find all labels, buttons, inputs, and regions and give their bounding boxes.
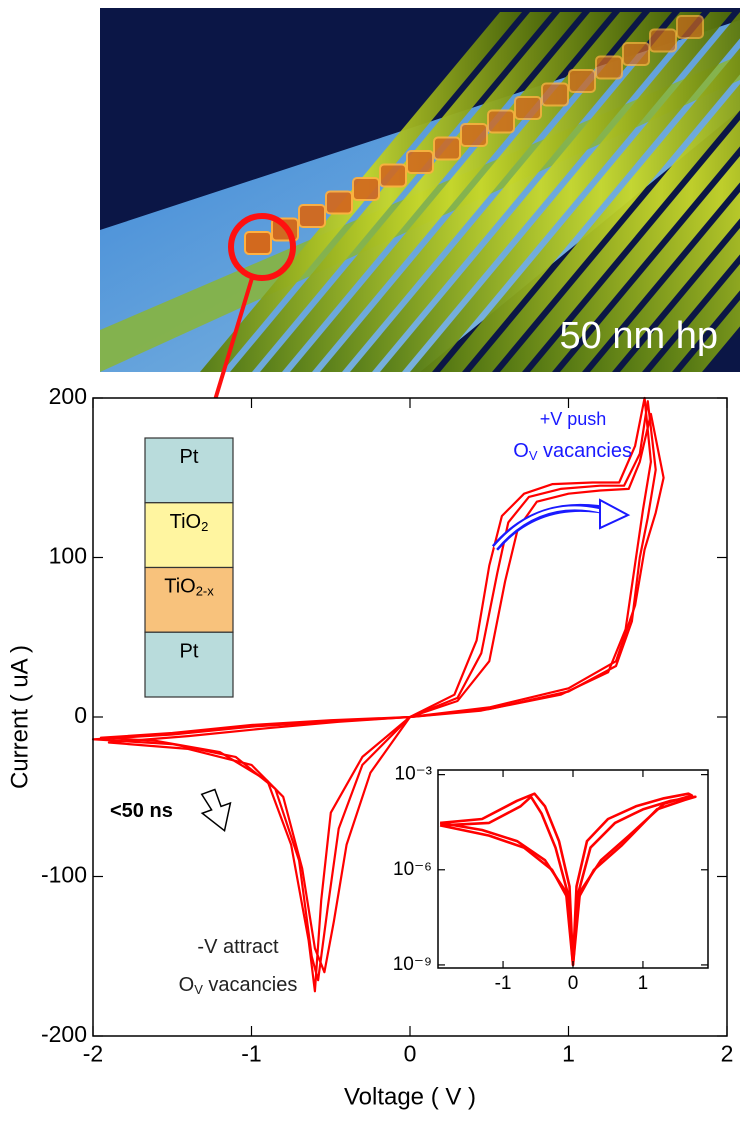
annotation-text: vacancies [538,440,633,462]
annotation-text: O [513,440,529,462]
x-tick-label: -1 [241,1041,261,1067]
y-tick-label: 200 [49,383,87,409]
y-tick-label: 10⁻⁶ [393,859,432,880]
y-tick-label: 100 [49,543,87,569]
layer-subscript: 2 [201,519,208,534]
x-tick-label: 1 [638,973,649,994]
y-tick-label: 10⁻³ [395,764,433,785]
device-cell [596,57,622,79]
device-cell [677,16,703,38]
layer-name: Pt [180,446,199,468]
device-cell [515,97,541,119]
x-tick-label: 1 [562,1041,575,1067]
figure: 50 nm hp -2-1012-200-1000100200Voltage (… [0,0,740,1117]
annotation-text: <50 ns [110,800,173,822]
layer-name: TiO [170,511,201,533]
x-tick-label: 0 [404,1041,417,1067]
layer-subscript: 2-x [196,584,215,599]
device-cell [569,70,595,92]
x-tick-label: 2 [721,1041,734,1067]
device-cell [326,192,352,214]
device-cell [299,205,325,227]
x-axis-label: Voltage ( V ) [344,1083,476,1110]
y-tick-label: 10⁻⁹ [393,954,432,975]
image-caption: 50 nm hp [560,315,718,357]
device-cell [461,124,487,146]
layer-name: TiO [164,576,195,598]
x-tick-label: -1 [495,973,512,994]
device-cell [650,30,676,52]
device-cell [245,232,271,254]
layer-label: Pt [180,446,199,468]
layer-name: Pt [180,641,199,663]
device-cell [488,111,514,133]
y-tick-label: -200 [41,1021,87,1047]
device-cell [407,151,433,173]
annotation-subscript: V [194,982,203,997]
annotation: +V push [540,409,607,429]
annotation: -V attract [197,936,279,958]
annotation-text: -V attract [197,936,279,958]
device-cell [434,138,460,160]
annotation-text: vacancies [203,974,298,996]
annotation: <50 ns [110,800,173,822]
inset-chart: -1 0 1 10⁻³ 10⁻⁶ 10⁻⁹ [393,764,708,995]
x-tick-label: 0 [568,973,579,994]
device-cell [353,178,379,200]
device-cell [542,84,568,106]
y-axis-label: Current ( uA ) [6,645,33,789]
device-cell [380,165,406,187]
layer-label: Pt [180,641,199,663]
annotation-text: O [179,974,195,996]
device-cell [623,43,649,65]
y-tick-label: -100 [41,862,87,888]
annotation-subscript: V [529,448,538,463]
annotation-text: +V push [540,409,607,429]
y-tick-label: 0 [74,702,87,728]
